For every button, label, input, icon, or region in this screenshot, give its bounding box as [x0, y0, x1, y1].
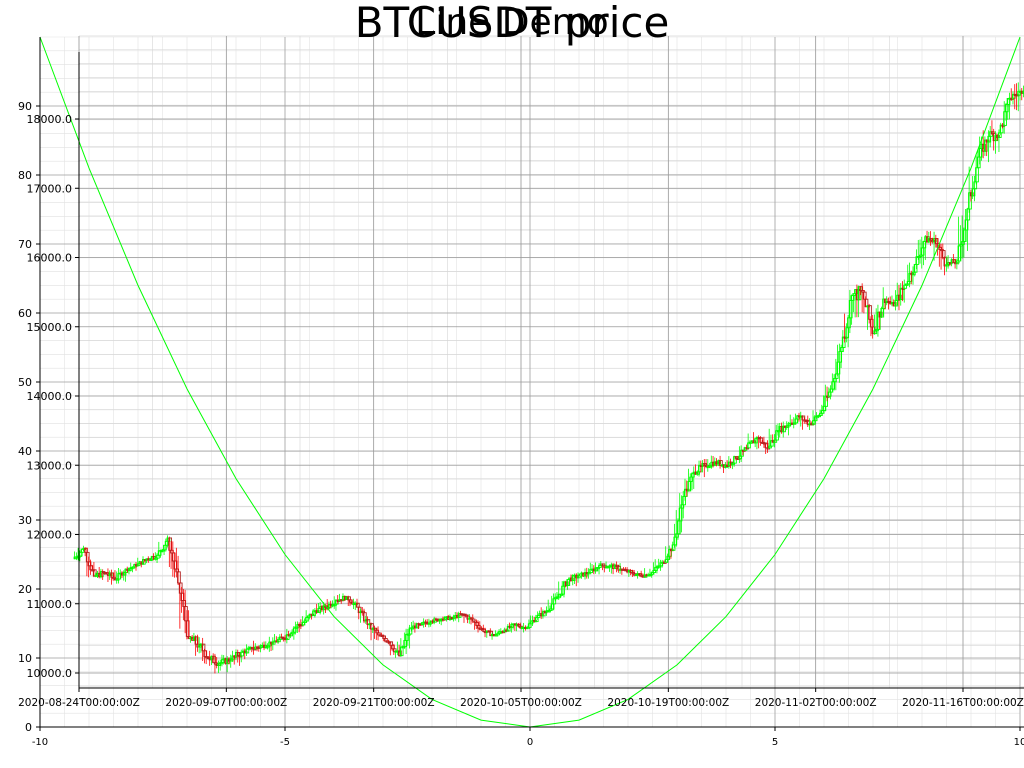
- candle: [1022, 90, 1024, 94]
- date-tick-label: 2020-11-16T00:00:00Z: [902, 697, 1024, 709]
- price-tick-label: 12000.0: [27, 529, 73, 542]
- y-tick-label: 20: [18, 583, 32, 596]
- price-tick-label: 18000.0: [27, 113, 73, 126]
- candlestick-series: [73, 82, 1024, 674]
- price-tick-label: 17000.0: [27, 182, 73, 195]
- date-tick-label: 2020-09-07T00:00:00Z: [165, 697, 287, 709]
- price-tick-label: 10000.0: [27, 667, 73, 680]
- y-tick-label: 60: [18, 307, 32, 320]
- grid: [39, 35, 1024, 728]
- date-tick-label: 2020-08-24T00:00:00Z: [18, 697, 140, 709]
- y-tick-label: 80: [18, 169, 32, 182]
- y-tick-label: 70: [18, 238, 32, 251]
- x-tick-label: -10: [32, 737, 48, 748]
- price-tick-label: 14000.0: [27, 390, 73, 403]
- date-tick-label: 2020-11-02T00:00:00Z: [755, 697, 877, 709]
- y-tick-label: 0: [25, 721, 32, 734]
- chart-title-line: Line Demo: [415, 2, 609, 43]
- y-tick-label: 30: [18, 514, 32, 527]
- y-tick-label: 50: [18, 376, 32, 389]
- chart-title-candlestick: BTCUSDT price: [354, 0, 670, 47]
- x-tick-label: 5: [772, 737, 778, 748]
- x-tick-label: -5: [280, 737, 290, 748]
- price-tick-label: 16000.0: [27, 252, 73, 265]
- date-tick-label: 2020-10-19T00:00:00Z: [607, 697, 729, 709]
- x-tick-label: 10: [1014, 737, 1024, 748]
- date-tick-label: 2020-10-05T00:00:00Z: [460, 697, 582, 709]
- axes: 0 10 20 30 40 50 60 70 80 90 -10 -5 0 5 10 10000.0 11000…: [18, 37, 1024, 748]
- date-tick-label: 2020-09-21T00:00:00Z: [313, 697, 435, 709]
- price-tick-label: 15000.0: [27, 321, 73, 334]
- y-tick-label: 90: [18, 100, 32, 113]
- y-tick-label: 10: [18, 652, 32, 665]
- y-tick-label: 40: [18, 445, 32, 458]
- x-tick-label: 0: [527, 737, 533, 748]
- candle: [177, 571, 181, 584]
- price-tick-label: 11000.0: [27, 598, 73, 611]
- price-tick-label: 13000.0: [27, 459, 73, 472]
